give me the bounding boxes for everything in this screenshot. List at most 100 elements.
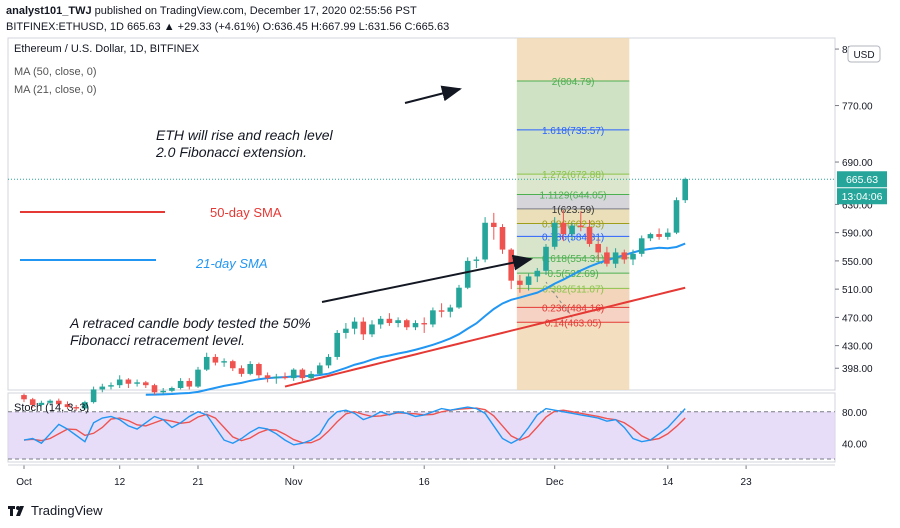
candle-body [212, 356, 219, 363]
time-axis-label: 23 [741, 477, 753, 488]
candle-body [360, 321, 367, 335]
arrow-to-retracement [321, 254, 533, 303]
candle-body [264, 375, 271, 379]
candle-body [482, 222, 488, 260]
candle-body [595, 243, 601, 253]
candle-body [665, 232, 671, 237]
annotation-sma21: 21-day SMA [195, 256, 268, 271]
fib-level-label: 0.382(511.07) [542, 284, 604, 295]
candle-body [47, 400, 53, 403]
candle-body [143, 382, 149, 386]
legend-ma21: MA (21, close, 0) [14, 84, 97, 96]
candle-body [64, 404, 71, 408]
candle-body [247, 363, 253, 374]
annotation-retrace: Fibonacci retracement level. [70, 332, 245, 348]
ma50-line [284, 286, 686, 388]
fib-band [516, 129, 630, 175]
annotation-retrace: A retraced candle body tested the 50% [69, 315, 311, 331]
candle-body [290, 369, 297, 379]
candle-body [673, 200, 680, 233]
annotation-eth-rise: 2.0 Fibonacci extension. [155, 144, 307, 160]
currency-button[interactable] [847, 45, 881, 63]
stoch-axis-label: 40.00 [842, 439, 867, 450]
fib-level-label: 1.618(735.57) [542, 126, 604, 137]
candle-body [612, 252, 619, 264]
candle-body [569, 225, 575, 235]
price-axis-label: 690.00 [842, 158, 873, 169]
price-axis-label: 470.00 [842, 313, 873, 324]
tradingview-logo[interactable]: TradingView [8, 503, 103, 518]
stoch-axis-label: 80.00 [842, 408, 867, 419]
candle-body [308, 373, 314, 379]
candle-body [430, 310, 436, 325]
stoch-label: Stoch (14, 3, 3) [14, 402, 89, 414]
price-axis-label: 550.00 [842, 257, 873, 268]
candle-body [334, 332, 340, 357]
candle-body [630, 253, 636, 260]
countdown-tag [837, 188, 887, 205]
candle-body [377, 318, 384, 325]
candle-body [73, 407, 79, 409]
price-axis-label: 430.00 [842, 342, 873, 353]
candle-body [108, 385, 114, 387]
candle-body [525, 276, 532, 285]
candle-body [203, 356, 210, 370]
time-axis-label: 16 [419, 477, 431, 488]
candle-body [551, 222, 558, 247]
fib-level-label: 0.14(463.05) [545, 318, 602, 329]
time-axis-label: 14 [662, 477, 674, 488]
candle-body [682, 178, 688, 201]
candle-body [186, 380, 193, 387]
candle-body [586, 227, 593, 244]
candle-body [221, 361, 227, 363]
candle-body [464, 260, 471, 288]
candle-body [116, 379, 123, 386]
fib-level-label: 0.886(602.93) [542, 220, 604, 231]
author-name[interactable]: analyst101_TWJ [6, 5, 92, 17]
candle-body [447, 307, 454, 312]
stoch-d-line [23, 407, 686, 444]
fib-level-label: 0.618(554.31) [542, 254, 604, 265]
last-price-tag [837, 171, 887, 188]
candle-body [343, 328, 349, 333]
candle-body [386, 318, 393, 324]
candle-body [543, 246, 549, 271]
candle-body [438, 310, 445, 312]
price-axis-label: 398.00 [842, 364, 873, 375]
candle-body [169, 388, 175, 391]
arrow-to-extension [404, 85, 462, 104]
candle-body [578, 225, 584, 228]
publish-info: analyst101_TWJ published on TradingView.… [6, 5, 417, 17]
last-price-value: 665.63 [846, 174, 878, 186]
candle-body [638, 238, 645, 254]
candle-body [273, 376, 280, 379]
currency-label: USD [853, 50, 874, 61]
candle-body [134, 382, 140, 384]
time-axis-label: 21 [192, 477, 204, 488]
candle-body [491, 222, 497, 228]
candle-body [238, 368, 245, 374]
candle-body [369, 324, 375, 335]
stoch-k-line [23, 406, 686, 446]
time-axis-label: Dec [546, 477, 564, 488]
candle-body [560, 222, 567, 235]
annotation-eth-rise: ETH will rise and reach level [156, 127, 334, 143]
candle-body [647, 234, 654, 239]
candle-body [230, 361, 236, 369]
candle-body [604, 252, 610, 264]
candle-body [151, 385, 158, 393]
candle-body [99, 386, 106, 390]
candle-body [29, 399, 36, 405]
main-pane[interactable] [7, 37, 836, 391]
stoch-band [8, 411, 835, 459]
candle-body [325, 356, 332, 366]
candle-body [82, 402, 88, 409]
fib-level-label: 1(623.59) [552, 205, 595, 216]
candle-body [351, 321, 358, 329]
candle-body [473, 259, 480, 261]
candle-body [534, 270, 541, 277]
price-axis-label: 630.00 [842, 200, 873, 211]
fib-band [516, 194, 630, 209]
fib-band [516, 273, 630, 289]
